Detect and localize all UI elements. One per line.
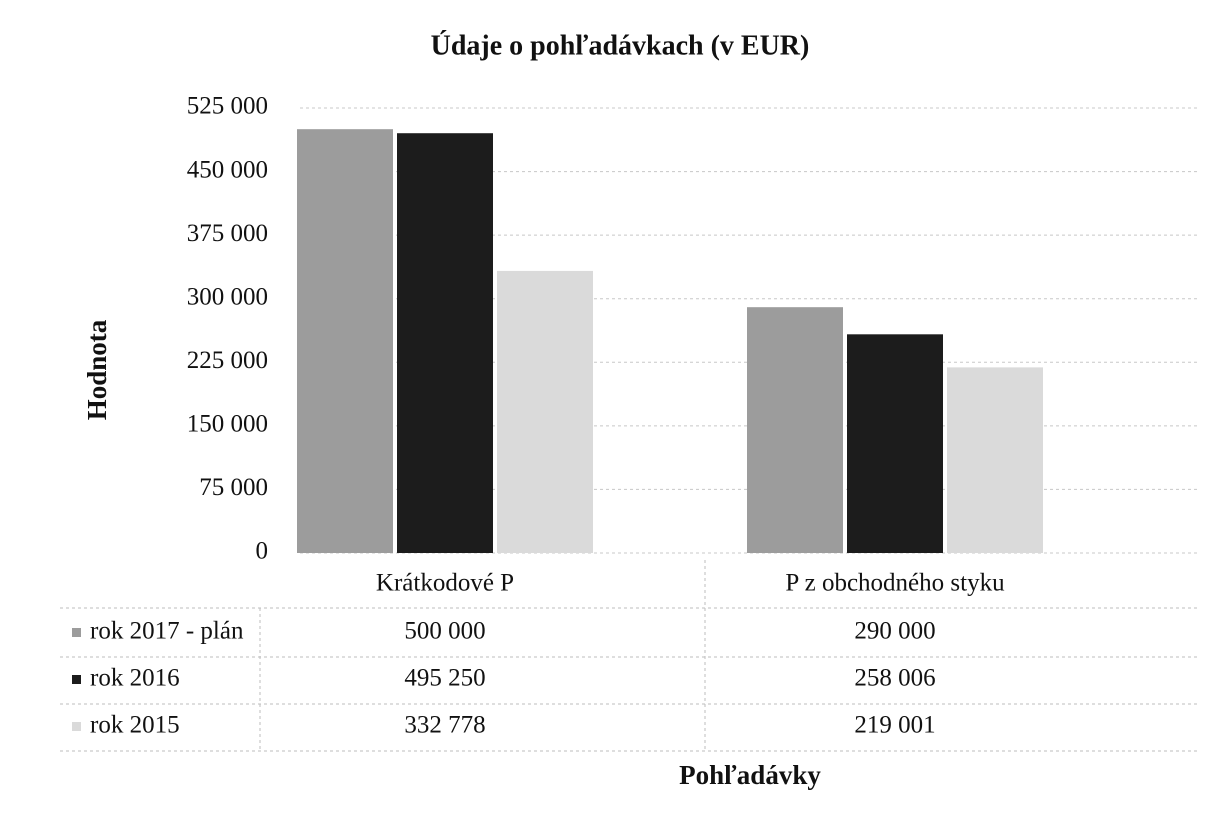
x-tick-label: Krátkodové P: [376, 570, 514, 597]
legend-key: [72, 722, 81, 731]
y-tick-label: 225 000: [187, 347, 268, 374]
table-value: 258 006: [854, 665, 935, 692]
chart-title: Údaje o pohľadávkach (v EUR): [431, 30, 810, 61]
bar: [947, 367, 1043, 553]
bar: [847, 334, 943, 553]
table-value: 219 001: [854, 712, 935, 739]
y-tick-label: 75 000: [199, 474, 268, 501]
legend-label: rok 2016: [90, 665, 180, 692]
x-axis-title: Pohľadávky: [679, 760, 821, 790]
y-tick-label: 525 000: [187, 93, 268, 120]
legend-key: [72, 675, 81, 684]
table-value: 290 000: [854, 618, 935, 645]
y-tick-label: 0: [256, 538, 269, 565]
y-tick-label: 300 000: [187, 283, 268, 310]
table-value: 500 000: [404, 618, 485, 645]
y-axis-title: Hodnota: [82, 319, 112, 420]
table-value: 332 778: [404, 712, 485, 739]
legend-label: rok 2015: [90, 712, 180, 739]
bar: [497, 270, 593, 553]
legend-label: rok 2017 - plán: [90, 618, 244, 645]
bar: [297, 129, 393, 553]
y-tick-label: 375 000: [187, 220, 268, 247]
legend-key: [72, 628, 81, 637]
x-tick-label: P z obchodného styku: [785, 570, 1005, 597]
bar: [747, 307, 843, 553]
table-value: 495 250: [404, 665, 485, 692]
y-tick-label: 150 000: [187, 411, 268, 438]
bar: [397, 133, 493, 553]
y-tick-label: 450 000: [187, 156, 268, 183]
